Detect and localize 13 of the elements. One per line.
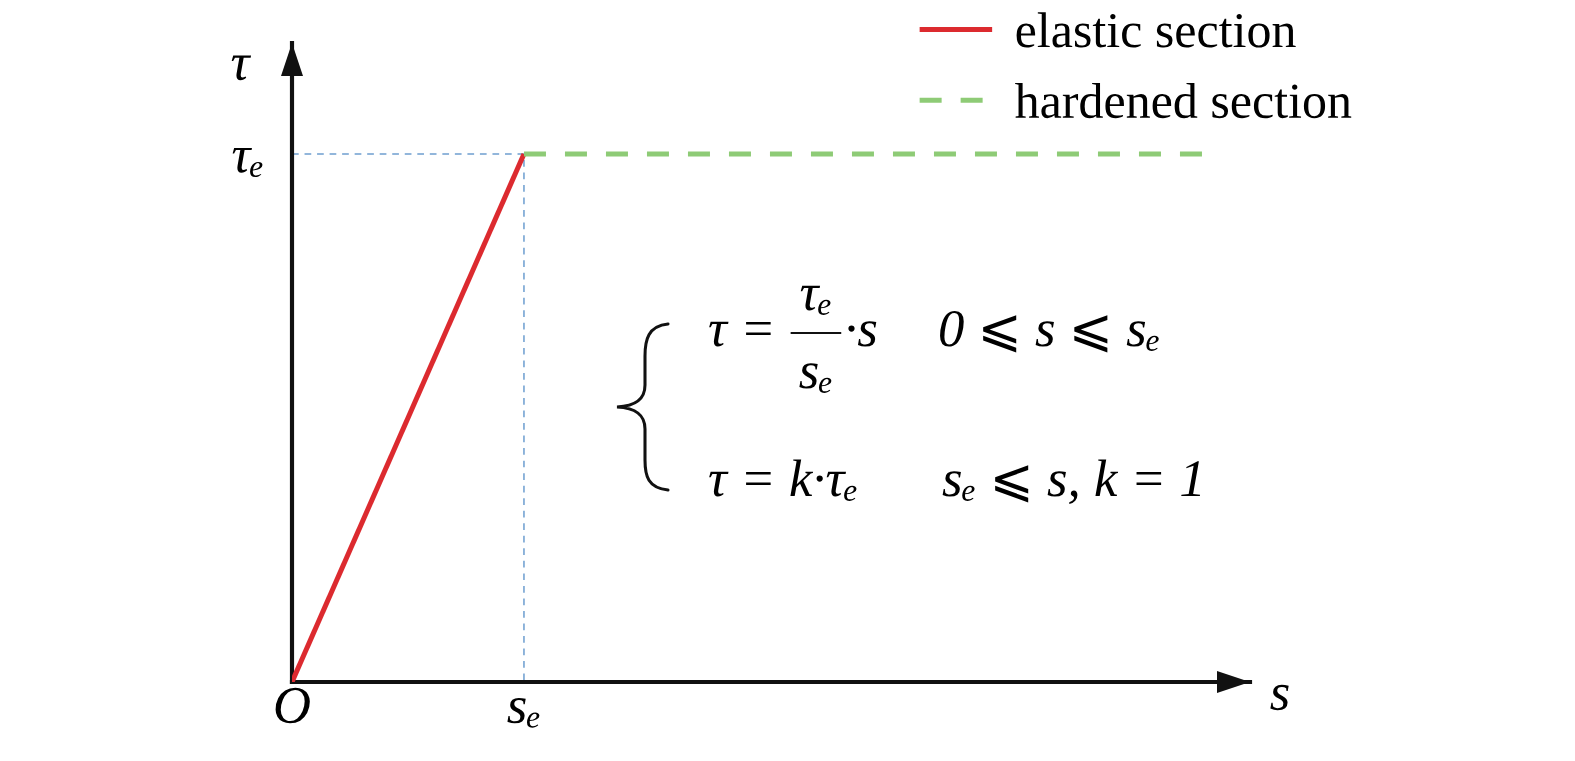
annotation: sₑ <box>799 363 832 393</box>
x-axis-title: s <box>1270 684 1289 711</box>
annotation: τ = k·τₑ <box>709 459 857 501</box>
text: τₑ <box>232 147 263 178</box>
annotation: sₑ ⩽ s, k = 1 <box>942 459 1201 505</box>
x-tick-label: O <box>275 687 310 724</box>
legend-label: hardened section <box>1015 82 1352 119</box>
y-axis-title: τ <box>231 55 252 81</box>
annotation: ·s <box>848 321 877 347</box>
annotation: τₑ <box>800 285 831 315</box>
annotation: 0 ⩽ s ⩽ sₑ <box>940 310 1159 353</box>
annotation: τ = <box>709 321 771 347</box>
legend-label: elastic section <box>1016 12 1296 48</box>
